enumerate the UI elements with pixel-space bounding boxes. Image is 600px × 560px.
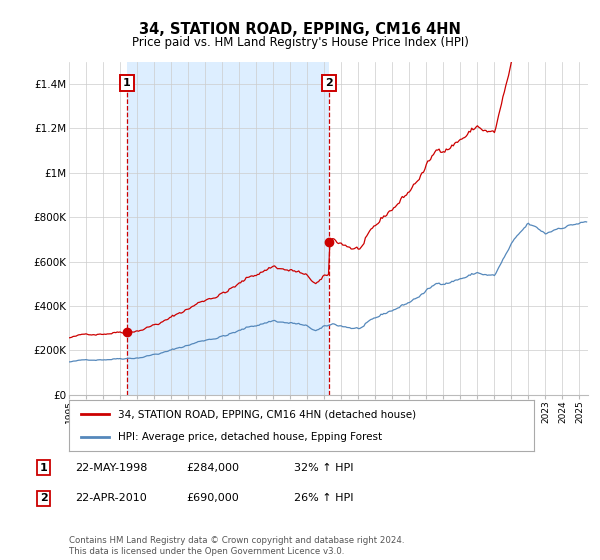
- Text: 1: 1: [40, 463, 47, 473]
- Text: 34, STATION ROAD, EPPING, CM16 4HN (detached house): 34, STATION ROAD, EPPING, CM16 4HN (deta…: [118, 409, 416, 419]
- Text: 22-MAY-1998: 22-MAY-1998: [75, 463, 148, 473]
- Text: 22-APR-2010: 22-APR-2010: [75, 493, 147, 503]
- Text: £690,000: £690,000: [186, 493, 239, 503]
- Text: 1: 1: [122, 78, 130, 88]
- Text: 34, STATION ROAD, EPPING, CM16 4HN: 34, STATION ROAD, EPPING, CM16 4HN: [139, 22, 461, 38]
- Text: 26% ↑ HPI: 26% ↑ HPI: [294, 493, 353, 503]
- Text: £284,000: £284,000: [186, 463, 239, 473]
- Text: Contains HM Land Registry data © Crown copyright and database right 2024.
This d: Contains HM Land Registry data © Crown c…: [69, 536, 404, 556]
- Bar: [127, 62, 329, 395]
- Text: 2: 2: [325, 78, 333, 88]
- Text: 32% ↑ HPI: 32% ↑ HPI: [294, 463, 353, 473]
- Text: 2: 2: [40, 493, 47, 503]
- Text: Price paid vs. HM Land Registry's House Price Index (HPI): Price paid vs. HM Land Registry's House …: [131, 36, 469, 49]
- Text: HPI: Average price, detached house, Epping Forest: HPI: Average price, detached house, Eppi…: [118, 432, 382, 442]
